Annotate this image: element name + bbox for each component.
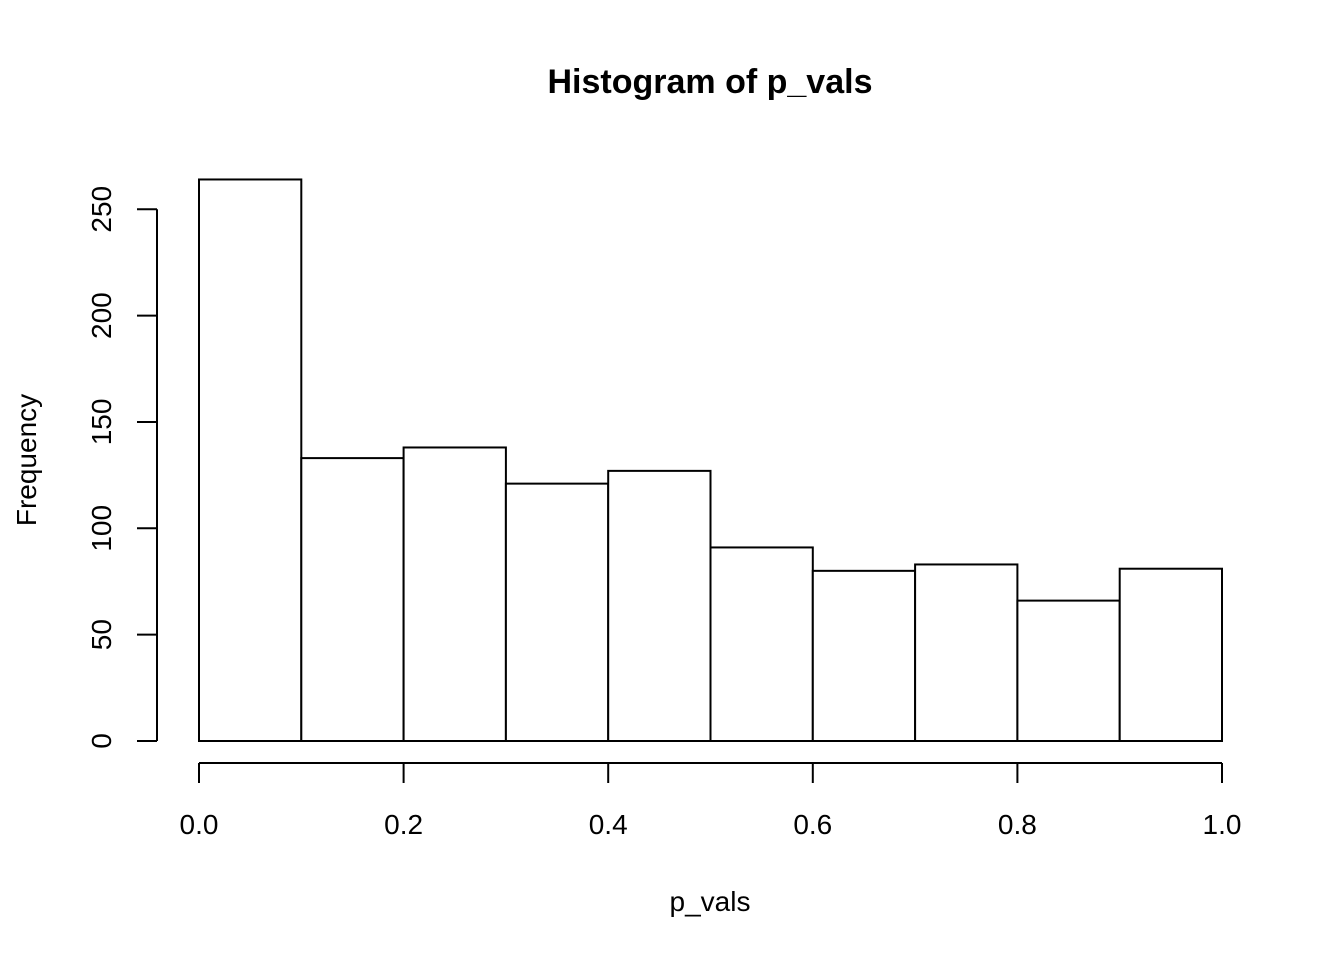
y-axis: 0 50 100 150 200 250 (86, 186, 158, 749)
histogram-bar (607, 469, 712, 742)
y-axis-label: Frequency (11, 394, 42, 526)
histogram-bar (198, 178, 303, 743)
y-tick-label: 50 (86, 619, 117, 650)
histogram-bar (709, 546, 814, 742)
histogram-bar (1118, 567, 1223, 743)
x-tick-label: 0.6 (793, 809, 832, 840)
y-tick-label: 100 (86, 505, 117, 552)
histogram-bars (198, 178, 1223, 743)
x-tick-label: 0.8 (998, 809, 1037, 840)
histogram-bar (402, 446, 507, 742)
histogram-bar (300, 457, 405, 742)
histogram-bar (811, 569, 917, 743)
x-tick-label: 0.2 (384, 809, 423, 840)
x-axis: 0.0 0.2 0.4 0.6 0.8 1.0 (180, 762, 1242, 840)
y-tick-label: 150 (86, 399, 117, 446)
chart-title: Histogram of p_vals (548, 63, 873, 101)
histogram-bar (914, 563, 1019, 742)
y-tick-label: 250 (86, 186, 117, 233)
x-tick-label: 1.0 (1203, 809, 1242, 840)
y-tick-label: 0 (86, 733, 117, 749)
x-tick-label: 0.4 (589, 809, 628, 840)
x-tick-label: 0.0 (180, 809, 219, 840)
histogram-bar (504, 482, 610, 742)
histogram-bar (1016, 599, 1121, 742)
y-tick-label: 200 (86, 292, 117, 339)
x-axis-label: p_vals (670, 886, 751, 917)
